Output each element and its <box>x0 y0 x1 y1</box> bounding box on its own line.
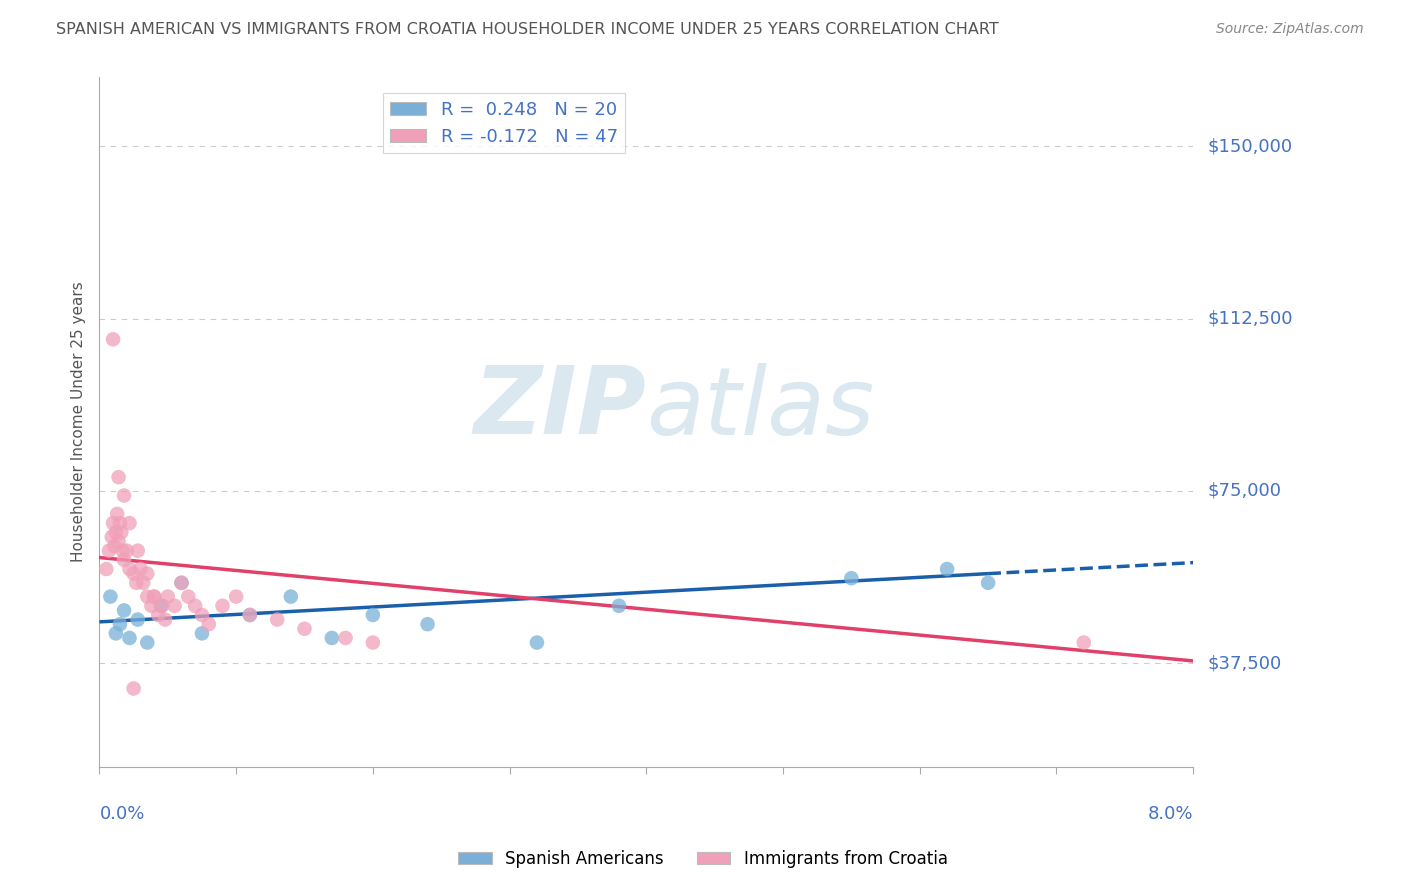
Point <box>136 635 159 649</box>
Point <box>105 507 128 521</box>
Text: $112,500: $112,500 <box>1208 310 1292 327</box>
Point <box>143 590 166 604</box>
Text: $75,000: $75,000 <box>1208 482 1281 500</box>
Point <box>104 626 127 640</box>
Point <box>163 599 186 613</box>
Text: $150,000: $150,000 <box>1208 137 1292 155</box>
Point <box>110 525 132 540</box>
Point <box>153 613 176 627</box>
Text: ZIP: ZIP <box>474 362 647 454</box>
Point <box>129 562 152 576</box>
Point <box>127 543 149 558</box>
Point <box>977 575 1000 590</box>
Point <box>104 525 127 540</box>
Text: SPANISH AMERICAN VS IMMIGRANTS FROM CROATIA HOUSEHOLDER INCOME UNDER 25 YEARS CO: SPANISH AMERICAN VS IMMIGRANTS FROM CROA… <box>56 22 1000 37</box>
Text: Source: ZipAtlas.com: Source: ZipAtlas.com <box>1216 22 1364 37</box>
Point <box>607 599 630 613</box>
Point <box>136 590 159 604</box>
Point <box>149 599 172 613</box>
Point <box>239 607 262 622</box>
Point <box>841 571 863 585</box>
Point <box>526 635 548 649</box>
Point <box>198 617 221 632</box>
Point <box>107 470 129 484</box>
Text: 8.0%: 8.0% <box>1147 805 1194 823</box>
Point <box>118 631 141 645</box>
Legend: Spanish Americans, Immigrants from Croatia: Spanish Americans, Immigrants from Croat… <box>451 844 955 875</box>
Point <box>108 516 131 530</box>
Point <box>111 543 134 558</box>
Point <box>118 516 141 530</box>
Point <box>127 613 149 627</box>
Point <box>141 599 163 613</box>
Point <box>239 607 262 622</box>
Point <box>112 603 135 617</box>
Point <box>170 575 193 590</box>
Legend: R =  0.248   N = 20, R = -0.172   N = 47: R = 0.248 N = 20, R = -0.172 N = 47 <box>382 94 626 153</box>
Point <box>118 562 141 576</box>
Point <box>184 599 207 613</box>
Point <box>136 566 159 581</box>
Point <box>225 590 247 604</box>
Point <box>294 622 316 636</box>
Point <box>112 553 135 567</box>
Text: $37,500: $37,500 <box>1208 654 1281 673</box>
Point <box>98 543 121 558</box>
Point <box>143 590 166 604</box>
Point <box>108 617 131 632</box>
Point <box>361 635 384 649</box>
Point <box>170 575 193 590</box>
Point <box>101 516 124 530</box>
Point <box>266 613 288 627</box>
Point <box>148 607 170 622</box>
Point <box>177 590 200 604</box>
Point <box>416 617 439 632</box>
Point <box>280 590 302 604</box>
Point <box>107 534 129 549</box>
Point <box>1073 635 1095 649</box>
Point <box>211 599 233 613</box>
Point <box>115 543 138 558</box>
Point <box>122 566 145 581</box>
Point <box>321 631 343 645</box>
Point <box>936 562 959 576</box>
Point <box>100 590 122 604</box>
Point <box>96 562 118 576</box>
Point <box>361 607 384 622</box>
Point <box>150 599 173 613</box>
Point <box>132 575 155 590</box>
Text: atlas: atlas <box>647 363 875 454</box>
Point <box>122 681 145 696</box>
Point <box>112 489 135 503</box>
Point <box>191 626 214 640</box>
Y-axis label: Householder Income Under 25 years: Householder Income Under 25 years <box>72 282 86 562</box>
Point <box>156 590 179 604</box>
Text: 0.0%: 0.0% <box>100 805 145 823</box>
Point <box>103 539 125 553</box>
Point <box>191 607 214 622</box>
Point <box>335 631 357 645</box>
Point <box>101 332 124 346</box>
Point <box>100 530 122 544</box>
Point <box>125 575 148 590</box>
